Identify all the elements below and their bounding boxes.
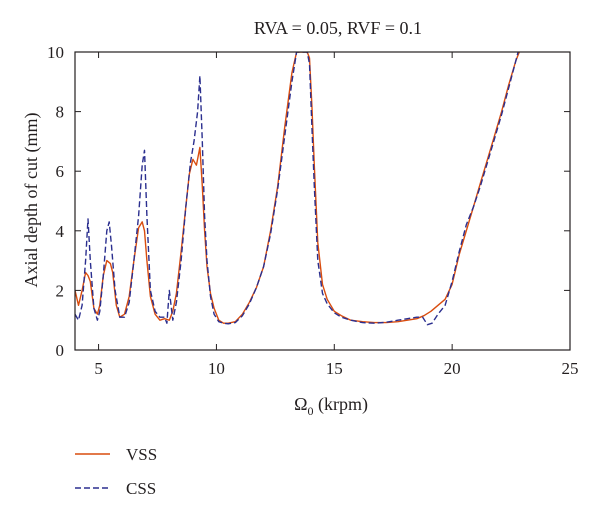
plot-frame xyxy=(74,51,571,351)
x-axis-ticks: 5 10 15 20 25 xyxy=(94,52,579,378)
y-tick-label: 0 xyxy=(56,341,65,360)
x-axis-label: Ω0 (krpm) xyxy=(294,394,368,418)
series-line-vss xyxy=(75,52,520,324)
y-tick-label: 2 xyxy=(56,281,65,300)
y-axis-label: Axial depth of cut (mm) xyxy=(21,113,42,288)
x-axis-label-symbol: Ω xyxy=(294,394,307,414)
chart-title: RVA = 0.05, RVF = 0.1 xyxy=(254,18,422,38)
x-axis-label-unit: (krpm) xyxy=(313,394,367,415)
y-tick-label: 4 xyxy=(56,222,65,241)
legend-label-css: CSS xyxy=(126,479,156,498)
legend-label-vss: VSS xyxy=(126,445,157,464)
legend: VSS CSS xyxy=(75,445,157,498)
x-tick-label: 15 xyxy=(326,359,343,378)
x-tick-label: 5 xyxy=(94,359,103,378)
y-axis-ticks: 0 2 4 6 8 10 xyxy=(47,43,570,360)
series-layer xyxy=(75,52,520,326)
y-tick-label: 8 xyxy=(56,103,65,122)
y-tick-label: 6 xyxy=(56,162,65,181)
x-tick-label: 25 xyxy=(562,359,579,378)
y-tick-label: 10 xyxy=(47,43,64,62)
x-tick-label: 20 xyxy=(444,359,461,378)
x-axis-label-subscript: 0 xyxy=(307,404,313,418)
series-line-css xyxy=(75,52,519,326)
x-tick-label: 10 xyxy=(208,359,225,378)
